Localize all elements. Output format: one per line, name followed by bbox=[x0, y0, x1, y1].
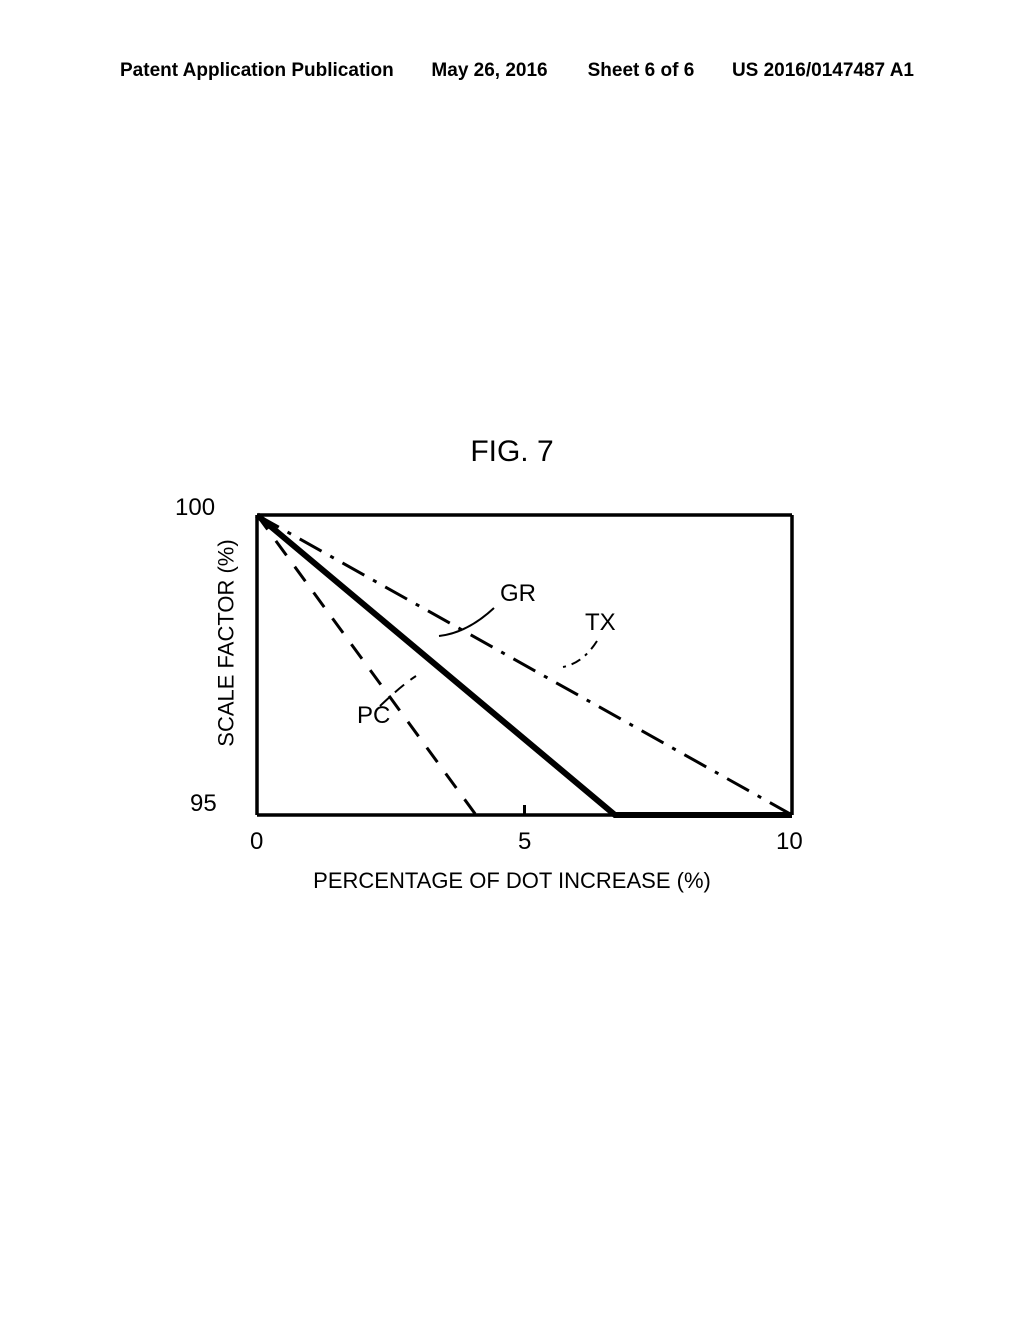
figure-title: FIG. 7 bbox=[0, 435, 1024, 469]
header-left: Patent Application Publication bbox=[120, 60, 394, 82]
page-header: Patent Application Publication May 26, 2… bbox=[0, 60, 1024, 82]
series-label-gr: GR bbox=[500, 580, 536, 607]
series-label-pc: PC bbox=[357, 702, 390, 729]
header-right: US 2016/0147487 A1 bbox=[732, 60, 914, 82]
header-sheet: Sheet 6 of 6 bbox=[588, 60, 695, 82]
series-tx bbox=[257, 515, 792, 815]
header-date: May 26, 2016 bbox=[431, 60, 547, 82]
x-axis-label: PERCENTAGE OF DOT INCREASE (%) bbox=[0, 868, 1024, 894]
pointer-tx bbox=[563, 641, 597, 667]
series-label-tx: TX bbox=[585, 609, 616, 636]
pointer-pc bbox=[380, 676, 416, 706]
